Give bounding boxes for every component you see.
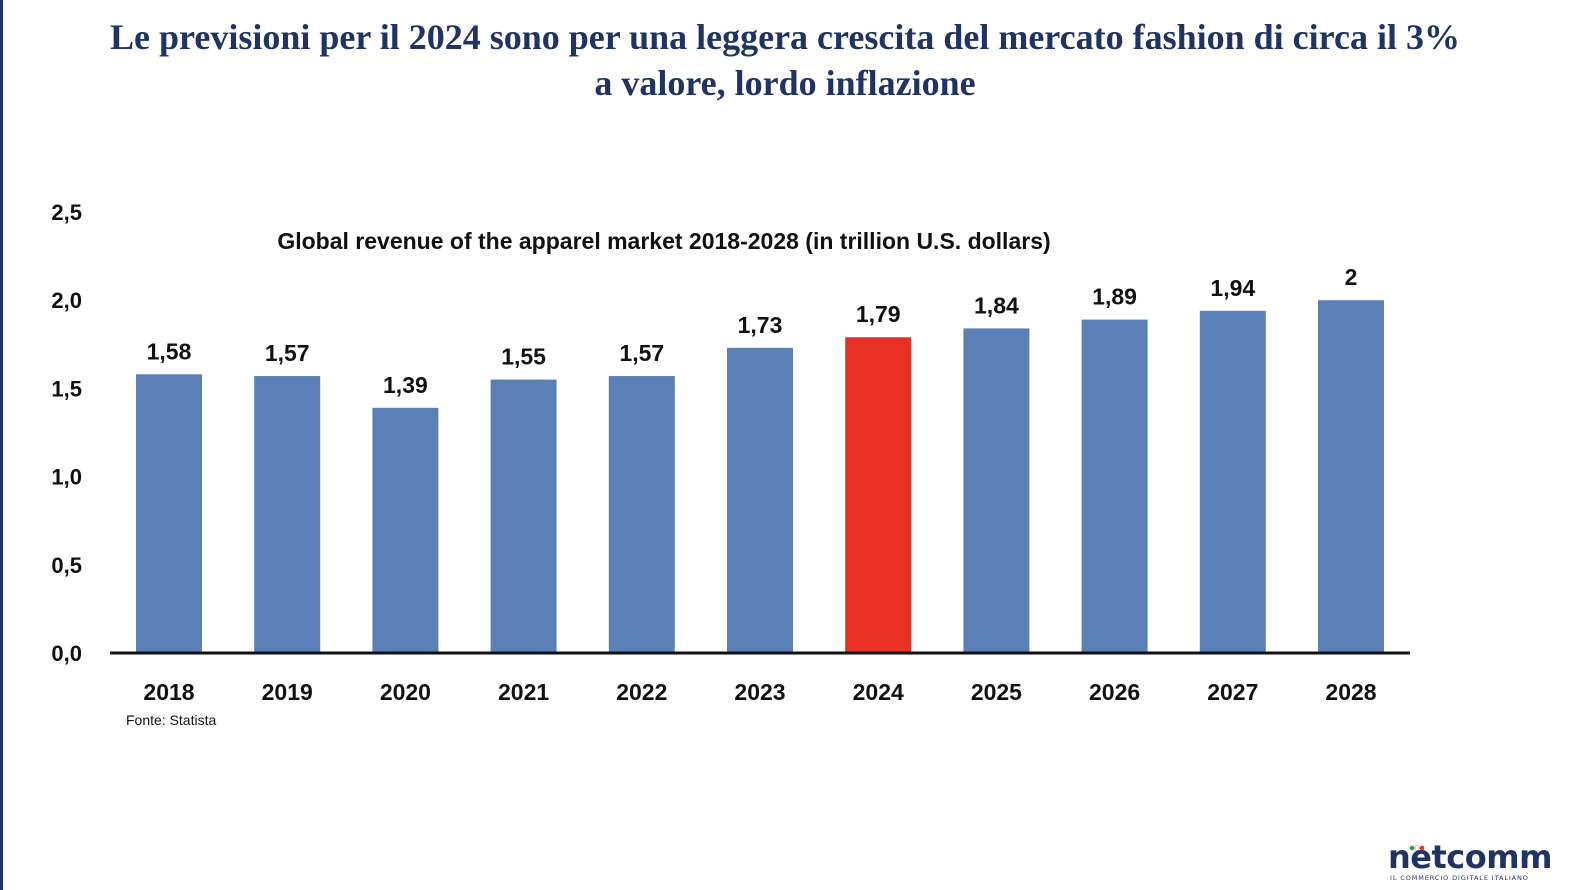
x-tick-label-2020: 2020 xyxy=(380,679,431,705)
bar-2020 xyxy=(372,407,439,653)
bar-2025 xyxy=(963,328,1030,653)
bar-2023 xyxy=(727,347,793,653)
y-tick-label: 2,0 xyxy=(51,288,82,313)
value-label-2027: 1,94 xyxy=(1210,275,1255,301)
bar-2024 xyxy=(845,337,912,653)
x-tick-label-2021: 2021 xyxy=(498,679,549,705)
value-label-2018: 1,58 xyxy=(147,338,192,364)
x-tick-label-2022: 2022 xyxy=(616,679,667,705)
x-tick-label-2018: 2018 xyxy=(143,679,194,705)
value-label-2020: 1,39 xyxy=(383,372,428,398)
value-label-2025: 1,84 xyxy=(974,292,1019,318)
bar-2027 xyxy=(1199,310,1266,653)
bar-2028 xyxy=(1318,300,1384,653)
x-tick-label-2019: 2019 xyxy=(262,679,313,705)
value-label-2023: 1,73 xyxy=(738,312,783,338)
x-tick-label-2026: 2026 xyxy=(1089,679,1140,705)
value-label-2024: 1,79 xyxy=(856,301,901,327)
y-tick-label: 2,5 xyxy=(51,200,82,225)
bar-2018 xyxy=(136,374,202,653)
left-accent-rule xyxy=(0,0,3,890)
y-tick-label: 1,5 xyxy=(51,376,82,401)
y-tick-label: 0,0 xyxy=(51,641,82,666)
y-tick-label: 0,5 xyxy=(51,553,82,578)
slide-title-line-2: a valore, lordo inflazione xyxy=(594,63,976,103)
value-label-2021: 1,55 xyxy=(501,344,546,370)
value-label-2019: 1,57 xyxy=(265,340,310,366)
bar-2019 xyxy=(254,376,321,653)
slide-title: Le previsioni per il 2024 sono per una l… xyxy=(20,14,1550,106)
value-label-2026: 1,89 xyxy=(1092,284,1137,310)
logo-dots-icon xyxy=(1409,845,1425,851)
logo-wordmark: netcomm xyxy=(1388,838,1552,876)
slide-title-line-1: Le previsioni per il 2024 sono per una l… xyxy=(110,17,1460,57)
x-tick-label-2027: 2027 xyxy=(1207,679,1258,705)
x-tick-label-2024: 2024 xyxy=(853,679,904,705)
logo-tagline: IL COMMERCIO DIGITALE ITALIANO xyxy=(1390,874,1529,882)
value-label-2028: 2 xyxy=(1345,264,1358,290)
value-label-2022: 1,57 xyxy=(619,340,664,366)
x-tick-label-2028: 2028 xyxy=(1325,679,1376,705)
source-note: Fonte: Statista xyxy=(126,712,217,728)
netcomm-logo: netcomm IL COMMERCIO DIGITALE ITALIANO xyxy=(1388,840,1558,886)
bar-2026 xyxy=(1081,319,1148,653)
x-tick-label-2023: 2023 xyxy=(734,679,785,705)
x-tick-label-2025: 2025 xyxy=(971,679,1022,705)
bar-2022 xyxy=(608,376,675,653)
y-tick-label: 1,0 xyxy=(51,465,82,490)
bar-2021 xyxy=(490,379,557,653)
chart-title: Global revenue of the apparel market 201… xyxy=(277,228,1050,254)
